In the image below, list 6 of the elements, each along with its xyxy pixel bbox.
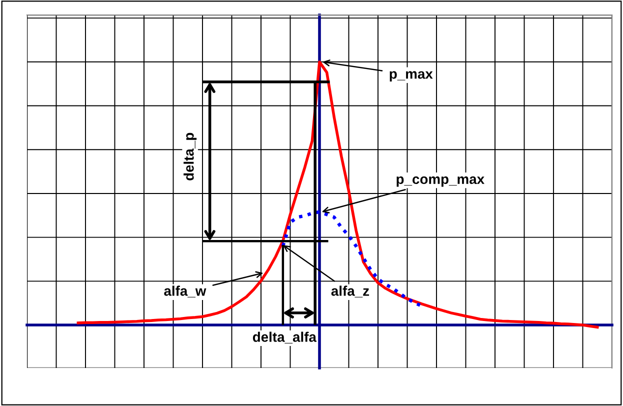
- annotation: delta_p: [184, 132, 197, 180]
- annotation: p_comp_max: [396, 176, 484, 187]
- text: delta_alfa: [252, 332, 317, 344]
- annotation: p_max: [390, 71, 433, 82]
- annotation: alfa_z: [331, 286, 370, 298]
- annotation: alfa_w: [164, 286, 206, 298]
